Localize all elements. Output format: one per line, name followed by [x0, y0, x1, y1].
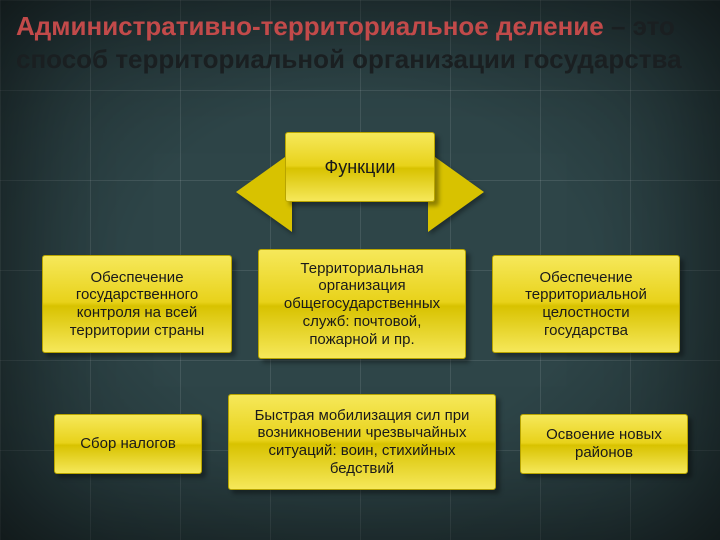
function-box: Освоение новых районов	[520, 414, 688, 474]
title-highlight: Административно-территориальное деление	[16, 11, 604, 41]
function-box: Быстрая мобилизация сил при возникновени…	[228, 394, 496, 490]
hero-label-box: Функции	[285, 132, 435, 202]
function-text: Обеспечение территориальной целостности …	[503, 269, 669, 340]
function-box: Обеспечение территориальной целостности …	[492, 255, 680, 353]
ribbon-right-icon	[428, 152, 484, 232]
function-text: Быстрая мобилизация сил при возникновени…	[239, 407, 485, 478]
function-text: Освоение новых районов	[531, 426, 677, 461]
ribbon-left-icon	[236, 152, 292, 232]
function-box: Сбор налогов	[54, 414, 202, 474]
function-text: Территориальная организация общегосударс…	[269, 260, 455, 348]
function-text: Обеспечение государственного контроля на…	[53, 269, 221, 340]
function-box: Обеспечение государственного контроля на…	[42, 255, 232, 353]
function-box: Территориальная организация общегосударс…	[258, 249, 466, 359]
function-text: Сбор налогов	[80, 435, 176, 453]
slide-title: Административно-территориальное деление …	[16, 10, 704, 77]
hero-label: Функции	[325, 157, 396, 178]
hero-banner: Функции	[236, 130, 484, 240]
